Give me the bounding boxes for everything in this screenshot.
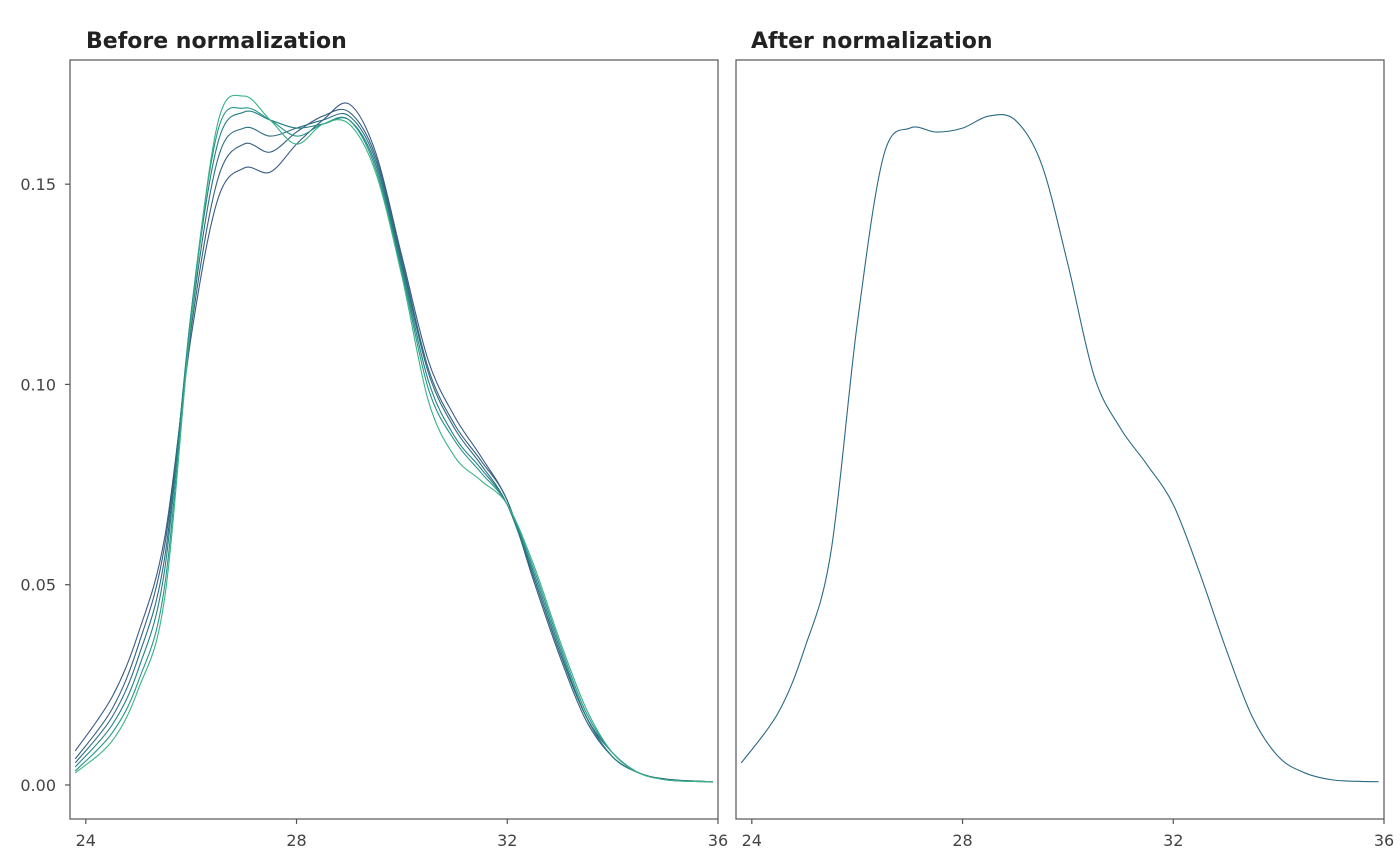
plot-frame <box>69 59 719 820</box>
y-tick-label: 0.00 <box>20 776 56 795</box>
panel-title: After normalization <box>751 29 993 54</box>
x-tick-label: 24 <box>742 831 762 850</box>
density-curve-2 <box>74 108 713 783</box>
x-tick-label: 24 <box>76 831 96 850</box>
density-curve-6 <box>74 94 713 783</box>
density-curve-1 <box>74 102 713 783</box>
x-tick-label: 32 <box>497 831 517 850</box>
panel-title: Before normalization <box>86 29 347 54</box>
x-tick-label: 36 <box>1374 831 1394 850</box>
panel-after-normalization: After normalization 24 28 32 36 <box>735 29 1394 850</box>
y-tick-label: 0.10 <box>20 375 56 394</box>
panel-before-normalization: Before normalization 24 28 32 36 0.00 0.05 0.10… <box>20 29 728 850</box>
x-tick-label: 36 <box>708 831 728 850</box>
x-tick-label: 28 <box>286 831 306 850</box>
density-curve-5 <box>74 107 713 783</box>
x-tick-label: 28 <box>952 831 972 850</box>
x-tick-label: 32 <box>1163 831 1183 850</box>
density-curve-1 <box>740 114 1379 783</box>
density-curve-3 <box>74 113 713 783</box>
y-tick-label: 0.15 <box>20 175 56 194</box>
y-tick-label: 0.05 <box>20 576 56 595</box>
plot-frame <box>735 59 1385 820</box>
density-curve-4 <box>74 110 713 783</box>
